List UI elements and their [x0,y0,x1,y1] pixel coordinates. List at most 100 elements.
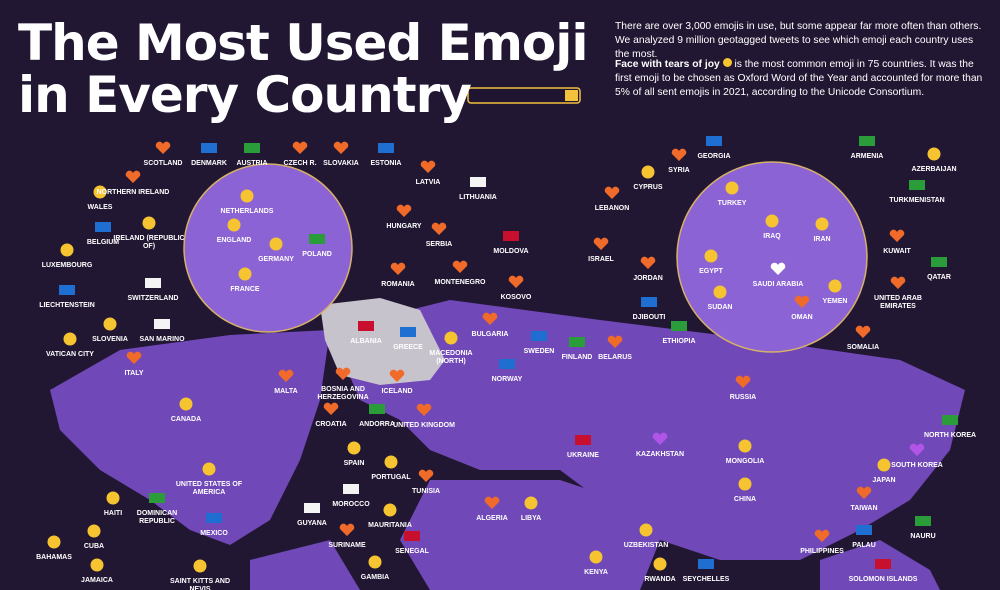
emoji-heart [452,260,468,273]
country-label: BOSNIA AND HERZEGOVINA [317,386,369,401]
country-label: MONTENEGRO [434,279,486,286]
emoji-heart [484,496,500,509]
country-label: FRANCE [230,286,260,293]
country-label: OMAN [791,314,813,321]
emoji-joy [524,496,538,510]
emoji-joy [60,243,74,257]
country-label: HAITI [103,510,123,517]
country-label: KENYA [584,569,608,576]
country-label: ESTONIA [370,160,402,167]
emoji-joy [927,147,941,161]
emoji-heart [390,262,406,275]
emoji-icon [722,58,732,67]
emoji-joy [589,550,603,564]
emoji-joy [106,491,120,505]
country-label: RUSSIA [729,394,757,401]
emoji-flag [309,234,325,244]
emoji-heart [508,275,524,288]
emoji-heart [125,170,141,183]
emoji-heart [889,229,905,242]
highlight-region [320,298,445,385]
country-label: UNITED KINGDOM [393,422,455,429]
emoji-heart [431,222,447,235]
intro-text: There are over 3,000 emojis in use, but … [615,21,982,60]
country-label: ENGLAND [216,237,252,244]
country-label: CZECH R. [283,160,317,167]
emoji-joy [269,237,283,251]
search-button [565,90,578,101]
emoji-heart [814,529,830,542]
country-label: SUDAN [707,304,733,311]
emoji-joy [238,267,252,281]
country-label: NORTH KOREA [923,432,977,439]
country-label: CROATIA [315,421,347,428]
country-label: ETHIOPIA [662,338,696,345]
emoji-flag [145,278,161,288]
emoji-heart [652,432,668,445]
emoji-joy [142,216,156,230]
country-label: PHILIPPINES [800,548,844,555]
emoji-heart [278,369,294,382]
emoji-flag [201,143,217,153]
emoji-joy [93,185,107,199]
emoji-flag [569,337,585,347]
country-label: LATVIA [415,179,441,186]
emoji-heart [323,402,339,415]
emoji-flag [378,143,394,153]
emoji-flag [875,559,891,569]
country-label: FINLAND [561,354,593,361]
emoji-joy [87,524,101,538]
country-label: UKRAINE [567,452,599,459]
country-label: MONGOLIA [725,458,765,465]
country-label: YEMEN [822,298,848,305]
emoji-joy [828,279,842,293]
country-label: KUWAIT [883,248,911,255]
emoji-flag [931,257,947,267]
emoji-joy [815,217,829,231]
emoji-flag [343,484,359,494]
country-label: TUNISIA [412,488,440,495]
country-label: SOMALIA [846,344,880,351]
emoji-flag [706,136,722,146]
emoji-heart [890,276,906,289]
title: in Every Country [18,66,472,124]
country-label: ARMENIA [850,153,884,160]
country-label: BELARUS [598,354,632,361]
emoji-flag [404,531,420,541]
emoji-joy [368,555,382,569]
country-label: MOLDOVA [493,248,529,255]
country-label: BAHAMAS [36,554,72,561]
country-label: AUSTRIA [236,160,268,167]
emoji-heart [482,312,498,325]
emoji-flag [59,285,75,295]
country-label: NAURU [910,533,936,540]
emoji-joy [877,458,891,472]
search-box [467,87,581,104]
emoji-joy [240,189,254,203]
emoji-joy [738,477,752,491]
country-label: GREECE [393,344,423,351]
emoji-heart [418,469,434,482]
country-label: MALTA [274,388,298,395]
emoji-joy [383,503,397,517]
country-label: BULGARIA [471,331,509,338]
emoji-joy [202,462,216,476]
country-label: SPAIN [343,460,365,467]
country-label: CANADA [170,416,202,423]
emoji-flag [400,327,416,337]
emoji-heart [416,403,432,416]
country-label: SLOVENIA [92,336,128,343]
country-label: WALES [87,204,113,211]
country-label: RWANDA [644,576,676,583]
intro-text: Face with tears of joy is the most commo… [615,58,987,100]
country-label: IRAN [813,236,831,243]
emoji-joy [227,218,241,232]
country-label: KOSOVO [500,294,532,301]
country-label: UNITED STATES OF AMERICA [175,481,243,496]
country-label: LIBYA [520,515,542,522]
emoji-heart [339,523,355,536]
country-label: GEORGIA [697,153,731,160]
emoji-heart [389,369,405,382]
